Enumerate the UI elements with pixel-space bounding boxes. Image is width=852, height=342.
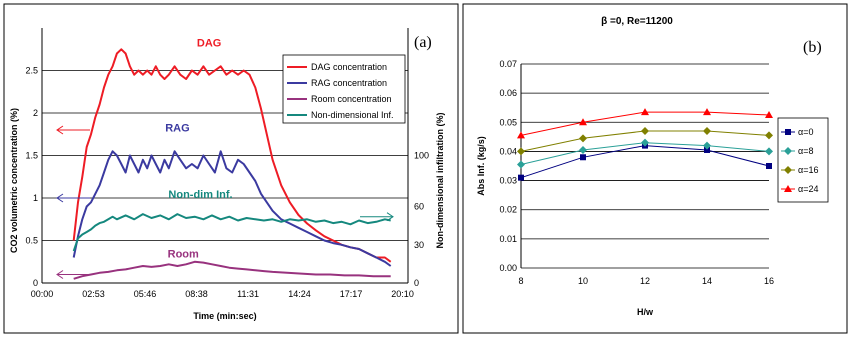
panel-b-marker bbox=[641, 127, 649, 136]
panel-b-marker bbox=[703, 141, 711, 150]
panel-b-x-tick-label: 14 bbox=[702, 276, 712, 286]
panel-a-legend-label: Non-dimensional Inf. bbox=[311, 110, 394, 120]
panel-a-y2-tick-label: 60 bbox=[414, 202, 424, 212]
panel-a-x-tick-label: 20:10 bbox=[391, 289, 414, 299]
panel-b-x-tick-label: 16 bbox=[764, 276, 774, 286]
panel-a-label: (a) bbox=[414, 34, 432, 51]
panel-b-marker bbox=[765, 131, 773, 140]
panel-a-frame bbox=[3, 3, 459, 334]
panel-a-series-line bbox=[72, 150, 392, 267]
panel-b-marker bbox=[703, 108, 711, 116]
panel-b-legend-label: α=0 bbox=[798, 127, 813, 137]
panel-a-y-axis-label: CO2 volumetric concentration (%) bbox=[9, 108, 19, 253]
panel-b-chart: β =0, Re=11200 0.00 0.01 0.02 0.03 0.04 0.05 0.… bbox=[462, 3, 848, 334]
panel-b-series-line bbox=[520, 145, 770, 179]
panel-a-y-tick-label: 2.5 bbox=[25, 66, 38, 76]
panel-b-marker bbox=[784, 147, 792, 155]
panel-b-marker bbox=[765, 111, 773, 118]
panel-b-y-tick-label: 0.06 bbox=[499, 88, 517, 98]
panel-a-y-tick-label: 1 bbox=[33, 193, 38, 203]
panel-b-marker bbox=[517, 147, 525, 156]
panel-b-marker bbox=[517, 160, 525, 169]
panel-a-arrow-head bbox=[386, 212, 394, 222]
panel-b-legend-label: α=8 bbox=[798, 146, 813, 156]
panel-b-frame bbox=[462, 3, 848, 334]
panel-a-x-tick-label: 11:31 bbox=[237, 289, 259, 299]
panel-b-marker bbox=[641, 108, 649, 116]
panel-a-y-tick-label: 0 bbox=[33, 278, 38, 288]
panel-a-chart: 0 0.5 1 1.5 2 2.5 0 30 60 100 00:00 02:53 05:46 08:38… bbox=[3, 3, 459, 334]
panel-a-annotation: Room bbox=[168, 249, 199, 261]
panel-b-y-tick-label: 0.00 bbox=[499, 263, 517, 273]
panel-a-y-tick-label: 1.5 bbox=[25, 151, 38, 161]
panel-a-x-tick-label: 17:17 bbox=[340, 289, 363, 299]
panel-a-x-tick-label: 05:46 bbox=[134, 289, 157, 299]
panel-b-y-tick-label: 0.03 bbox=[499, 176, 517, 186]
panel-a-series-line bbox=[72, 213, 391, 252]
panel-b-marker bbox=[784, 185, 792, 192]
panel-b-marker bbox=[785, 129, 791, 135]
panel-b-marker bbox=[784, 166, 792, 174]
panel-b-y-tick-label: 0.01 bbox=[499, 234, 517, 244]
panel-a-y-tick-label: 2 bbox=[33, 108, 38, 118]
panel-a-legend-label: DAG concentration bbox=[311, 62, 387, 72]
panel-a-y-tick-label: 0.5 bbox=[25, 236, 38, 246]
panel-b-legend-label: α=24 bbox=[798, 184, 818, 194]
panel-b-y-tick-label: 0.04 bbox=[499, 146, 517, 156]
panel-b-x-tick-label: 12 bbox=[640, 276, 650, 286]
panel-a-y2-tick-label: 100 bbox=[414, 151, 429, 161]
panel-b-marker bbox=[766, 163, 772, 169]
panel-a-arrow-head bbox=[56, 270, 64, 279]
panel-a-y2-axis-label: Non-dimensional infiltration (%) bbox=[435, 113, 445, 249]
panel-b-marker bbox=[579, 145, 587, 154]
panel-a-x-tick-label: 14:24 bbox=[288, 289, 311, 299]
panel-b-x-tick-label: 8 bbox=[518, 276, 523, 286]
panel-b-marker bbox=[641, 138, 649, 147]
panel-a-annotation: RAG bbox=[165, 123, 189, 135]
panel-a-arrow-head bbox=[56, 125, 64, 135]
panel-b-marker bbox=[580, 154, 586, 161]
panel-a-series-line bbox=[72, 48, 392, 263]
panel-b-label: (b) bbox=[803, 39, 822, 56]
panel-b-marker bbox=[518, 174, 524, 181]
panel-a-annotation: Non-dim Inf. bbox=[168, 189, 232, 201]
panel-b-y-axis-label: Abs Inf. (kg/s) bbox=[476, 136, 486, 196]
panel-b-marker bbox=[704, 146, 710, 153]
panel-a-legend-label: RAG concentration bbox=[311, 78, 387, 88]
panel-b-marker bbox=[579, 118, 587, 126]
panel-b-marker bbox=[703, 127, 711, 136]
panel-b-marker bbox=[765, 147, 773, 156]
panel-b-y-tick-label: 0.07 bbox=[499, 59, 517, 69]
panel-a-x-tick-label: 00:00 bbox=[31, 289, 54, 299]
panel-a-x-axis-label: Time (min:sec) bbox=[193, 311, 256, 321]
panel-a-y2-tick-label: 30 bbox=[414, 240, 424, 250]
panel-b-y-tick-label: 0.02 bbox=[499, 205, 517, 215]
panel-a-series-line bbox=[73, 260, 391, 280]
panel-b-x-tick-label: 10 bbox=[578, 276, 588, 286]
panel-b-y-tick-label: 0.05 bbox=[499, 117, 517, 127]
panel-b-marker bbox=[579, 134, 587, 143]
panel-b-marker bbox=[517, 131, 525, 139]
panel-a-x-tick-label: 08:38 bbox=[185, 289, 208, 299]
panel-a-arrow-head bbox=[56, 193, 64, 203]
panel-a-x-tick-label: 02:53 bbox=[82, 289, 105, 299]
panel-a-legend-label: Room concentration bbox=[311, 94, 392, 104]
panel-b-x-axis-label: H/w bbox=[637, 307, 654, 317]
panel-b-title: β =0, Re=11200 bbox=[601, 16, 673, 27]
panel-b-legend-label: α=16 bbox=[798, 165, 818, 175]
panel-a-y2-tick-label: 0 bbox=[414, 278, 419, 288]
panel-a-annotation: DAG bbox=[197, 38, 221, 50]
